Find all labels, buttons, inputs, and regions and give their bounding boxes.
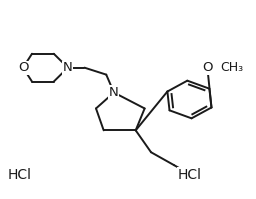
Text: HCl: HCl — [177, 168, 201, 182]
Text: CH₃: CH₃ — [220, 61, 243, 74]
Text: N: N — [109, 86, 119, 99]
Text: O: O — [18, 61, 28, 74]
Text: N: N — [63, 61, 73, 74]
Text: HCl: HCl — [7, 168, 31, 182]
Text: O: O — [202, 61, 213, 74]
